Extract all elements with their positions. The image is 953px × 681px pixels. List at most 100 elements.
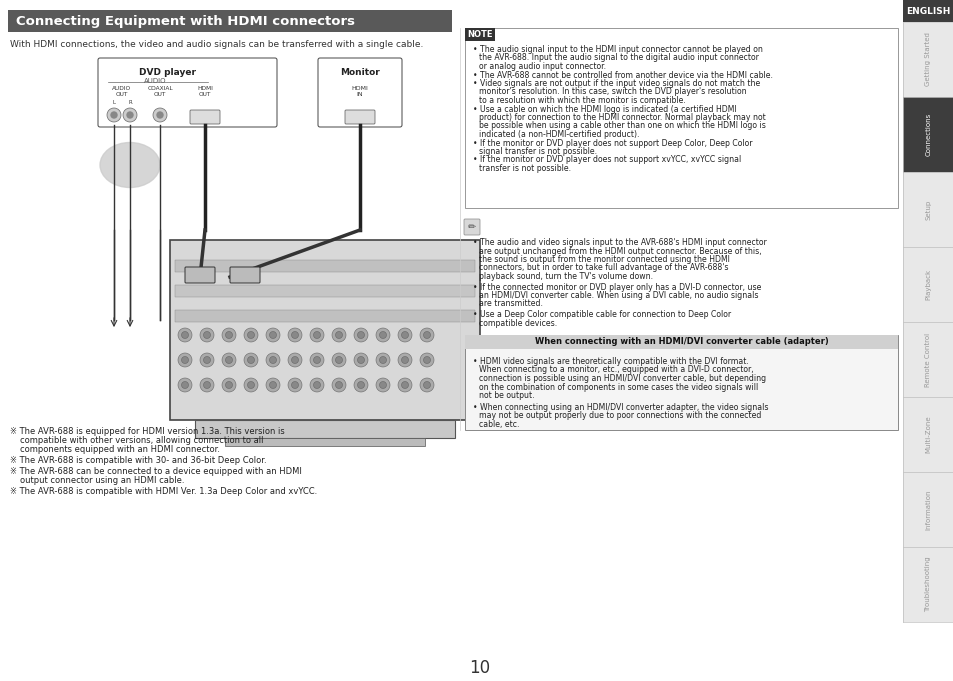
- Circle shape: [123, 108, 137, 122]
- Bar: [174, 310, 475, 322]
- Circle shape: [225, 381, 233, 388]
- Text: Getting Started: Getting Started: [924, 33, 930, 86]
- Circle shape: [200, 378, 213, 392]
- Bar: [902, 172, 953, 247]
- Circle shape: [222, 378, 235, 392]
- Text: When connecting to a monitor, etc., equipped with a DVI-D connector,: When connecting to a monitor, etc., equi…: [478, 366, 753, 375]
- Circle shape: [423, 332, 430, 338]
- Text: ENGLISH: ENGLISH: [905, 7, 950, 16]
- Text: are output unchanged from the HDMI output connector. Because of this,: are output unchanged from the HDMI outpu…: [478, 247, 760, 255]
- Text: are transmitted.: are transmitted.: [478, 300, 542, 308]
- Text: • If the connected monitor or DVD player only has a DVI-D connector, use: • If the connected monitor or DVD player…: [473, 283, 760, 291]
- Text: When connecting with an HDMI/DVI converter cable (adapter): When connecting with an HDMI/DVI convert…: [534, 338, 827, 347]
- Text: an HDMI/DVI converter cable. When using a DVI cable, no audio signals: an HDMI/DVI converter cable. When using …: [478, 291, 758, 300]
- Circle shape: [310, 353, 324, 367]
- Text: Monitor: Monitor: [340, 68, 379, 77]
- Text: • HDMI video signals are theoretically compatible with the DVI format.: • HDMI video signals are theoretically c…: [473, 357, 748, 366]
- Circle shape: [222, 353, 235, 367]
- FancyBboxPatch shape: [317, 58, 401, 127]
- Text: • If the monitor or DVD player does not support Deep Color, Deep Color: • If the monitor or DVD player does not …: [473, 138, 752, 148]
- Text: • The AVR-688 cannot be controlled from another device via the HDMI cable.: • The AVR-688 cannot be controlled from …: [473, 71, 772, 80]
- Text: playback sound, turn the TV's volume down.: playback sound, turn the TV's volume dow…: [478, 272, 653, 281]
- Text: transfer is not possible.: transfer is not possible.: [478, 164, 571, 173]
- Circle shape: [310, 328, 324, 342]
- Circle shape: [127, 112, 132, 118]
- Circle shape: [332, 353, 346, 367]
- Text: the AVR-688. Input the audio signal to the digital audio input connector: the AVR-688. Input the audio signal to t…: [478, 54, 758, 63]
- Text: compatible with other versions, allowing connection to all: compatible with other versions, allowing…: [20, 436, 263, 445]
- Text: Connecting Equipment with HDMI connectors: Connecting Equipment with HDMI connector…: [16, 14, 355, 27]
- Text: • Use a cable on which the HDMI logo is indicated (a certified HDMI: • Use a cable on which the HDMI logo is …: [473, 104, 736, 114]
- Circle shape: [152, 108, 167, 122]
- Bar: [464, 28, 897, 208]
- Circle shape: [288, 353, 302, 367]
- Circle shape: [379, 356, 386, 364]
- Text: signal transfer is not possible.: signal transfer is not possible.: [478, 147, 597, 156]
- FancyBboxPatch shape: [185, 267, 214, 283]
- Text: • The audio signal input to the HDMI input connector cannot be played on: • The audio signal input to the HDMI inp…: [473, 45, 762, 54]
- Circle shape: [335, 332, 342, 338]
- Text: Connections: Connections: [924, 113, 930, 156]
- Text: R: R: [128, 100, 132, 105]
- Circle shape: [375, 328, 390, 342]
- Bar: [902, 547, 953, 622]
- Text: • The audio and video signals input to the AVR-688's HDMI input connector: • The audio and video signals input to t…: [473, 238, 766, 247]
- Text: L: L: [112, 100, 115, 105]
- Circle shape: [266, 353, 280, 367]
- Text: be possible when using a cable other than one on which the HDMI logo is: be possible when using a cable other tha…: [478, 121, 765, 131]
- Text: 10: 10: [469, 659, 490, 677]
- Text: Setup: Setup: [924, 200, 930, 220]
- Circle shape: [244, 328, 257, 342]
- Circle shape: [244, 378, 257, 392]
- Circle shape: [288, 378, 302, 392]
- Circle shape: [310, 378, 324, 392]
- Circle shape: [375, 353, 390, 367]
- Text: ※ The AVR-688 can be connected to a device equipped with an HDMI: ※ The AVR-688 can be connected to a devi…: [10, 467, 301, 476]
- Text: • When connecting using an HDMI/DVI converter adapter, the video signals: • When connecting using an HDMI/DVI conv…: [473, 402, 768, 411]
- Circle shape: [401, 381, 408, 388]
- Bar: [902, 22, 953, 97]
- Circle shape: [335, 381, 342, 388]
- Bar: [902, 397, 953, 472]
- Circle shape: [397, 378, 412, 392]
- FancyBboxPatch shape: [230, 267, 260, 283]
- FancyBboxPatch shape: [190, 110, 220, 124]
- FancyBboxPatch shape: [463, 219, 479, 235]
- Text: connectors, but in order to take full advantage of the AVR-688's: connectors, but in order to take full ad…: [478, 264, 728, 272]
- Text: ※ The AVR-688 is equipped for HDMI version 1.3a. This version is: ※ The AVR-688 is equipped for HDMI versi…: [10, 427, 284, 436]
- Text: product) for connection to the HDMI connector. Normal playback may not: product) for connection to the HDMI conn…: [478, 113, 765, 122]
- Text: • Use a Deep Color compatible cable for connection to Deep Color: • Use a Deep Color compatible cable for …: [473, 310, 730, 319]
- Text: ✏: ✏: [468, 222, 476, 232]
- Circle shape: [419, 378, 434, 392]
- Circle shape: [111, 112, 117, 118]
- Circle shape: [292, 356, 298, 364]
- Circle shape: [292, 381, 298, 388]
- Circle shape: [203, 381, 211, 388]
- Bar: [902, 322, 953, 397]
- Circle shape: [288, 328, 302, 342]
- Circle shape: [222, 328, 235, 342]
- Circle shape: [314, 381, 320, 388]
- Circle shape: [379, 332, 386, 338]
- Circle shape: [247, 381, 254, 388]
- Circle shape: [181, 332, 189, 338]
- Circle shape: [423, 381, 430, 388]
- FancyBboxPatch shape: [98, 58, 276, 127]
- Text: Information: Information: [924, 489, 930, 530]
- Circle shape: [181, 381, 189, 388]
- Circle shape: [269, 356, 276, 364]
- Bar: [174, 260, 475, 272]
- Circle shape: [225, 332, 233, 338]
- Text: HDMI
IN: HDMI IN: [352, 86, 368, 97]
- Bar: [902, 247, 953, 322]
- Circle shape: [247, 332, 254, 338]
- Circle shape: [397, 328, 412, 342]
- Circle shape: [419, 328, 434, 342]
- Text: not be output.: not be output.: [478, 391, 534, 400]
- Bar: [8, 10, 452, 32]
- Text: output connector using an HDMI cable.: output connector using an HDMI cable.: [20, 476, 184, 485]
- Text: HDMI
OUT: HDMI OUT: [197, 86, 213, 97]
- Bar: [464, 335, 897, 349]
- Circle shape: [157, 112, 163, 118]
- Bar: [225, 438, 424, 446]
